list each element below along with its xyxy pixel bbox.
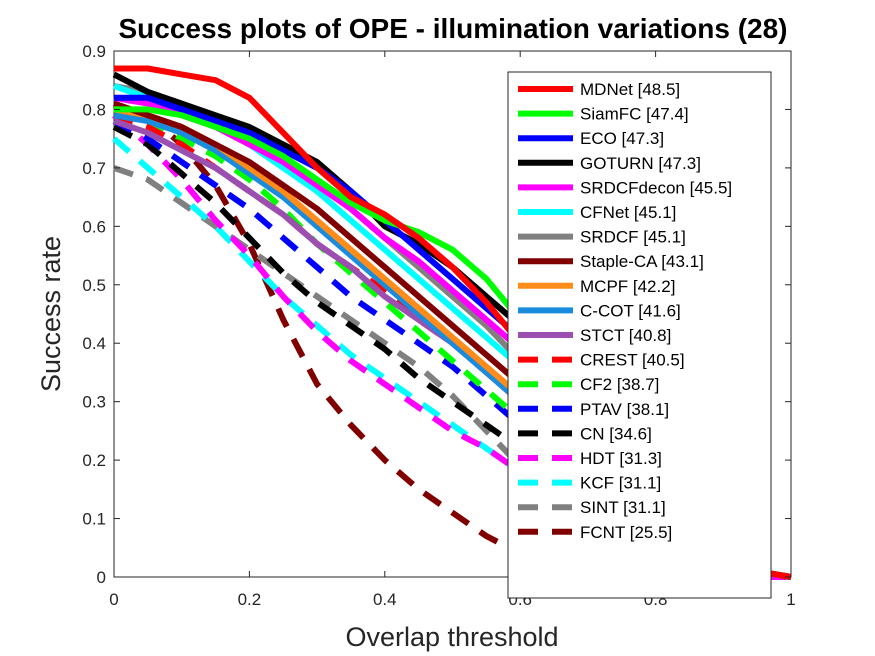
legend-items: MDNet [48.5] SiamFC [47.4] ECO [47.3] GOTUR… <box>518 80 732 542</box>
legend-item: PTAV [38.1] <box>518 400 669 419</box>
legend-label: PTAV [38.1] <box>580 400 669 419</box>
legend-item: FCNT [25.5] <box>518 523 672 542</box>
legend-item: CFNet [45.1] <box>518 203 676 222</box>
legend-label: SINT [31.1] <box>580 498 666 517</box>
legend-label: STCT [40.8] <box>580 326 671 345</box>
y-tick-label: 0.7 <box>82 159 106 178</box>
legend-label: KCF [31.1] <box>580 474 661 493</box>
legend-label: CFNet [45.1] <box>580 203 676 222</box>
series-line-13 <box>112 118 792 580</box>
legend-label: SRDCFdecon [45.5] <box>580 178 732 197</box>
x-tick-label: 1 <box>786 590 795 609</box>
legend-item: HDT [31.3] <box>518 449 662 468</box>
legend-label: CN [34.6] <box>580 424 652 443</box>
legend-label: MDNet [48.5] <box>580 80 680 99</box>
y-tick-label: 0.9 <box>82 42 106 61</box>
legend-label: Staple-CA [43.1] <box>580 252 704 271</box>
legend-item: CN [34.6] <box>518 424 652 443</box>
x-tick-label: 0 <box>109 590 118 609</box>
legend: MDNet [48.5] SiamFC [47.4] ECO [47.3] GOTUR… <box>507 71 772 599</box>
x-tick-label: 0.4 <box>373 590 397 609</box>
x-axis-label: Overlap threshold <box>345 622 558 652</box>
legend-item: CREST [40.5] <box>518 351 685 370</box>
legend-item: KCF [31.1] <box>518 474 661 493</box>
y-tick-label: 0.3 <box>82 393 106 412</box>
legend-item: Staple-CA [43.1] <box>518 252 704 271</box>
y-tick-label: 0.6 <box>82 217 106 236</box>
legend-label: GOTURN [47.3] <box>580 154 701 173</box>
series-line-16 <box>112 136 791 580</box>
y-tick-label: 0.4 <box>82 334 106 353</box>
y-tick-label: 0.5 <box>82 276 106 295</box>
y-axis-ticks: 0 0.1 0.2 0.3 0.4 0.5 0.6 0.7 0.8 0.9 <box>82 42 791 587</box>
x-tick-label: 0.2 <box>238 590 262 609</box>
y-tick-label: 0.8 <box>82 100 106 119</box>
legend-item: GOTURN [47.3] <box>518 154 701 173</box>
legend-item: CF2 [38.7] <box>518 375 659 394</box>
legend-label: CREST [40.5] <box>580 351 685 370</box>
y-tick-label: 0.1 <box>82 510 106 529</box>
legend-item: ECO [47.3] <box>518 129 664 148</box>
chart-title: Success plots of OPE - illumination vari… <box>118 13 787 44</box>
legend-item: C-COT [41.6] <box>518 301 681 320</box>
legend-item: SRDCF [45.1] <box>518 228 686 247</box>
legend-label: SRDCF [45.1] <box>580 228 686 247</box>
legend-item: STCT [40.8] <box>518 326 671 345</box>
legend-item: SRDCFdecon [45.5] <box>518 178 732 197</box>
legend-label: CF2 [38.7] <box>580 375 659 394</box>
legend-item: MCPF [42.2] <box>518 277 675 296</box>
series-line-17 <box>113 165 792 580</box>
y-tick-label: 0.2 <box>82 451 106 470</box>
legend-label: C-COT [41.6] <box>580 301 681 320</box>
legend-item: SiamFC [47.4] <box>518 105 689 124</box>
legend-label: SiamFC [47.4] <box>580 105 689 124</box>
legend-label: HDT [31.3] <box>580 449 662 468</box>
legend-label: FCNT [25.5] <box>580 523 672 542</box>
legend-item: MDNet [48.5] <box>518 80 680 99</box>
legend-label: MCPF [42.2] <box>580 277 675 296</box>
y-tick-label: 0 <box>97 568 106 587</box>
series-line-14 <box>112 124 792 580</box>
legend-label: ECO [47.3] <box>580 129 664 148</box>
y-axis-label: Success rate <box>36 236 66 392</box>
legend-item: SINT [31.1] <box>518 498 666 517</box>
